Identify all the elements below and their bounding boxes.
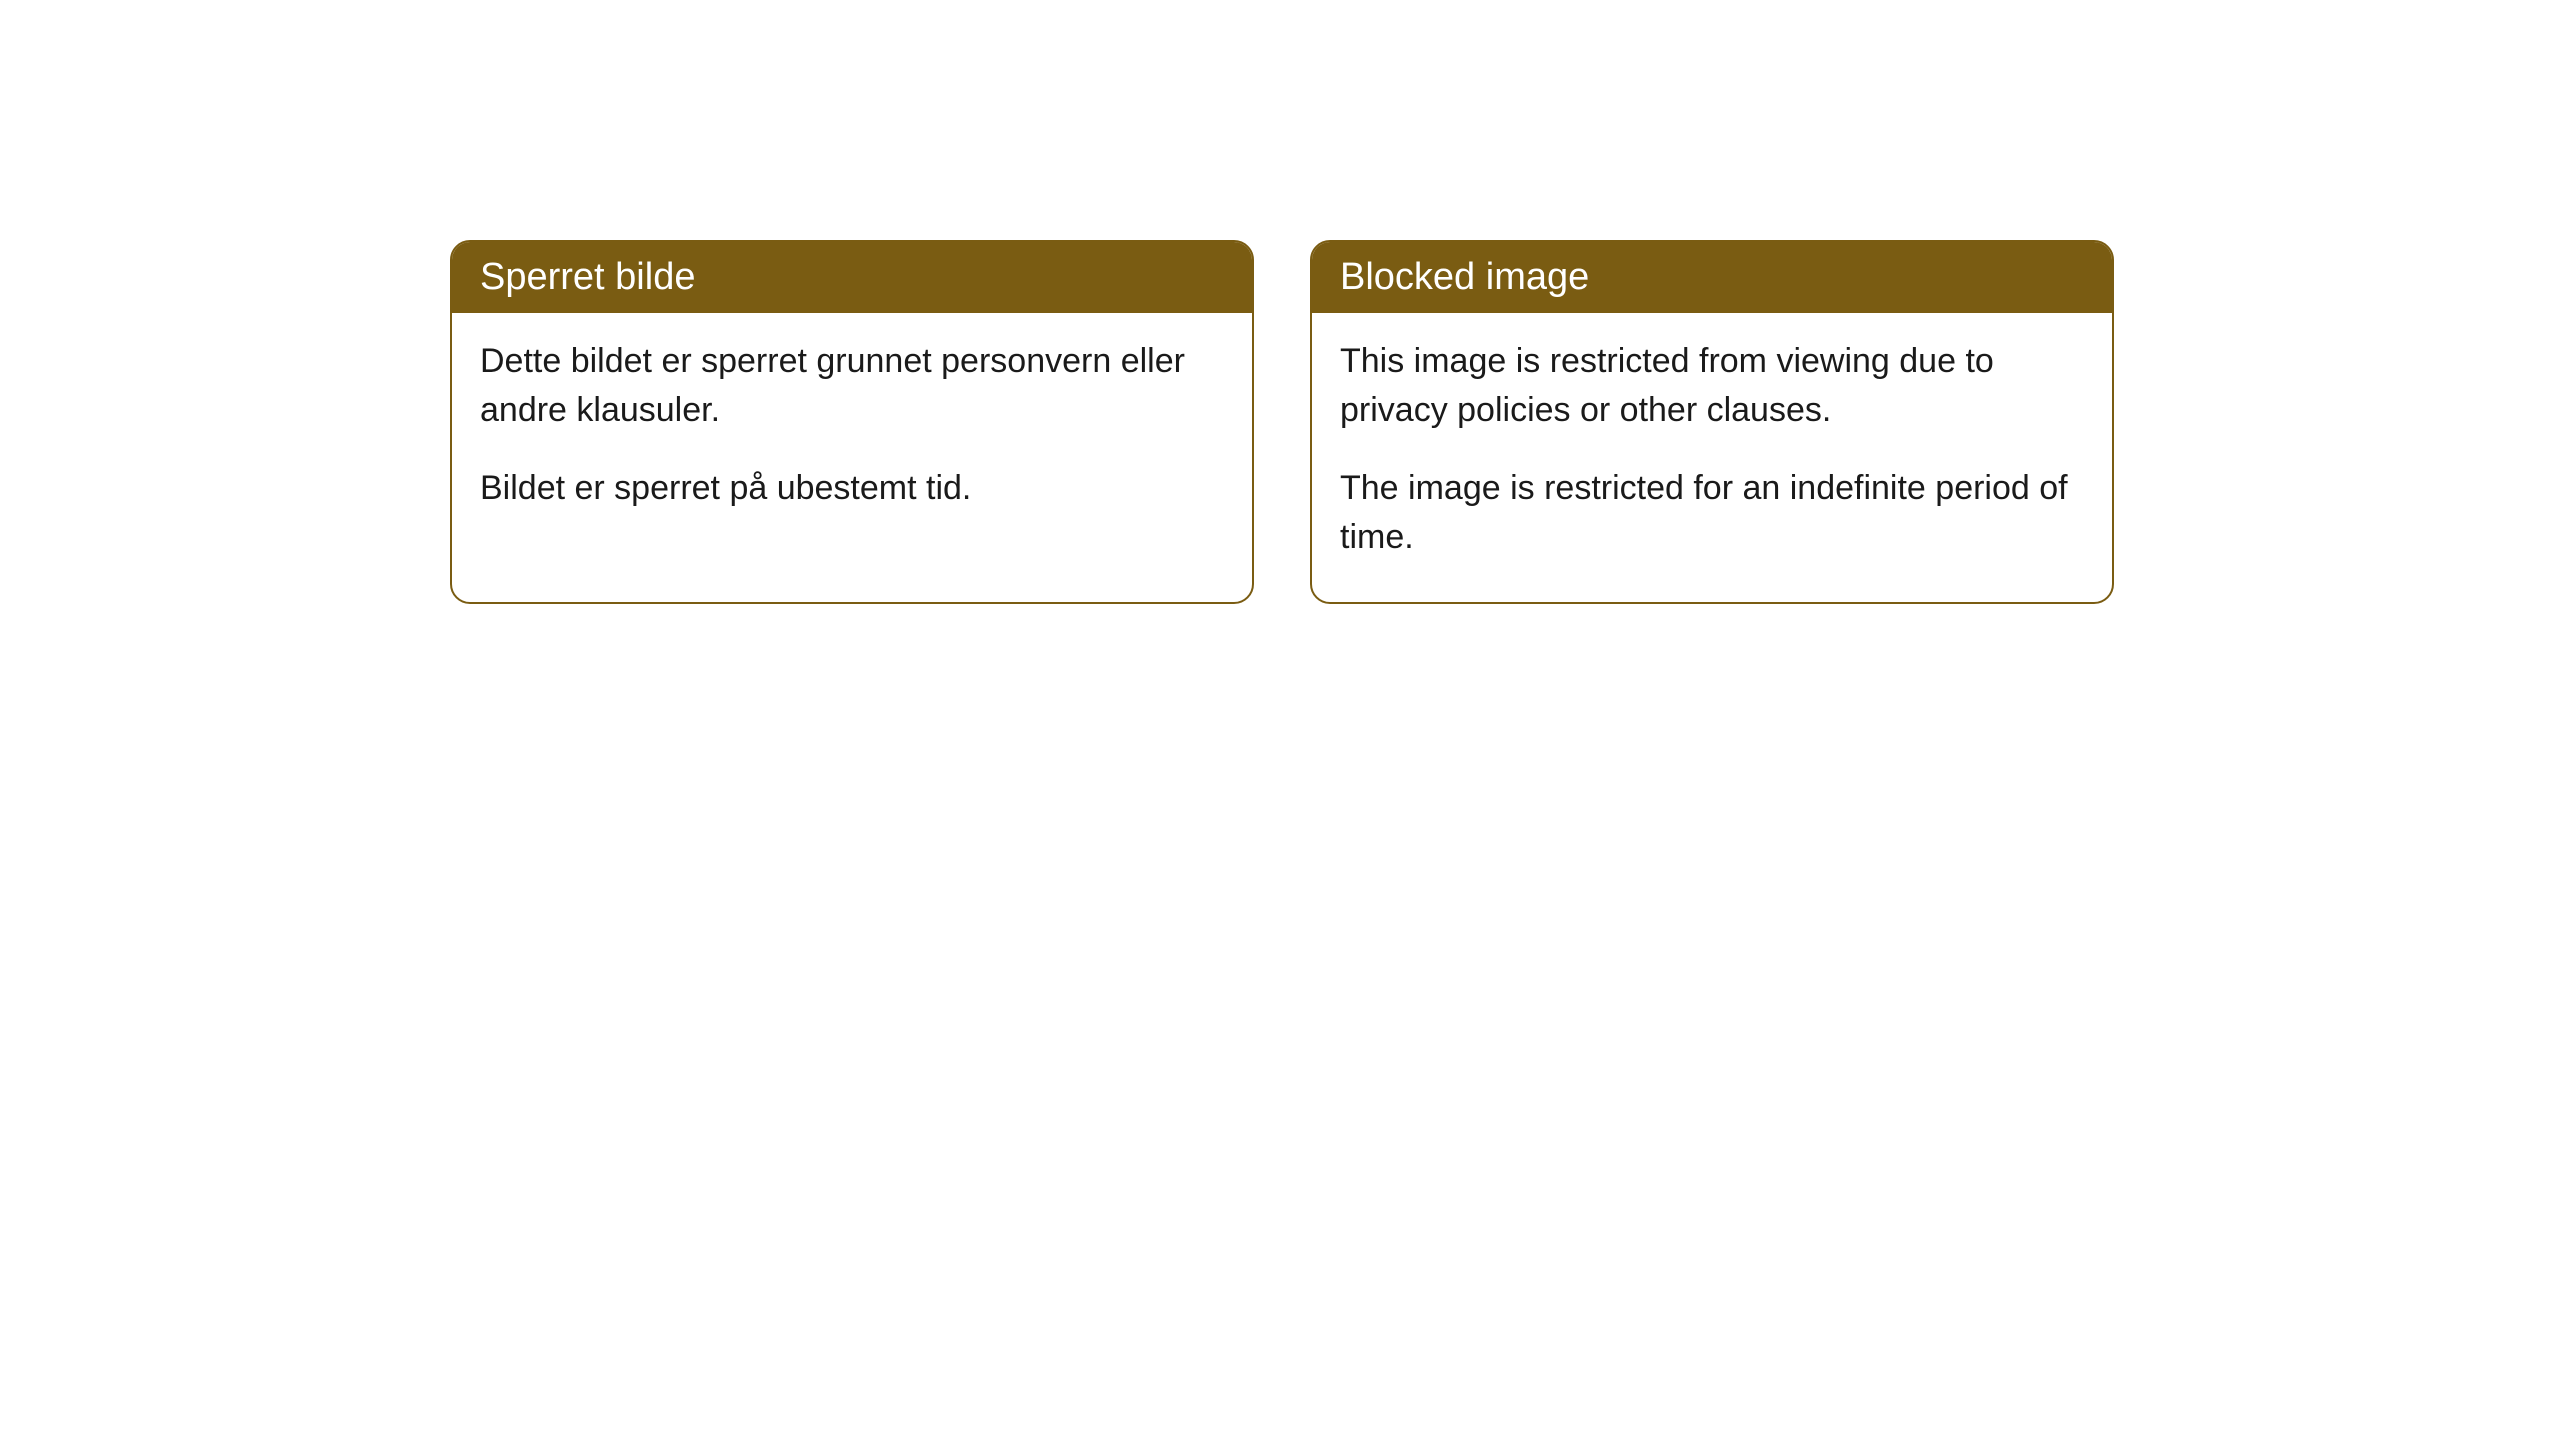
card-paragraph-2-norwegian: Bildet er sperret på ubestemt tid. (480, 464, 1224, 513)
card-title-english: Blocked image (1340, 256, 1589, 298)
card-paragraph-1-english: This image is restricted from viewing du… (1340, 337, 2084, 436)
card-body-norwegian: Dette bildet er sperret grunnet personve… (452, 313, 1252, 553)
card-english: Blocked image This image is restricted f… (1310, 240, 2114, 604)
card-title-norwegian: Sperret bilde (480, 256, 695, 298)
card-header-norwegian: Sperret bilde (452, 242, 1252, 313)
card-norwegian: Sperret bilde Dette bildet er sperret gr… (450, 240, 1254, 604)
card-header-english: Blocked image (1312, 242, 2112, 313)
card-paragraph-1-norwegian: Dette bildet er sperret grunnet personve… (480, 337, 1224, 436)
card-paragraph-2-english: The image is restricted for an indefinit… (1340, 464, 2084, 563)
card-body-english: This image is restricted from viewing du… (1312, 313, 2112, 602)
cards-container: Sperret bilde Dette bildet er sperret gr… (450, 240, 2114, 604)
